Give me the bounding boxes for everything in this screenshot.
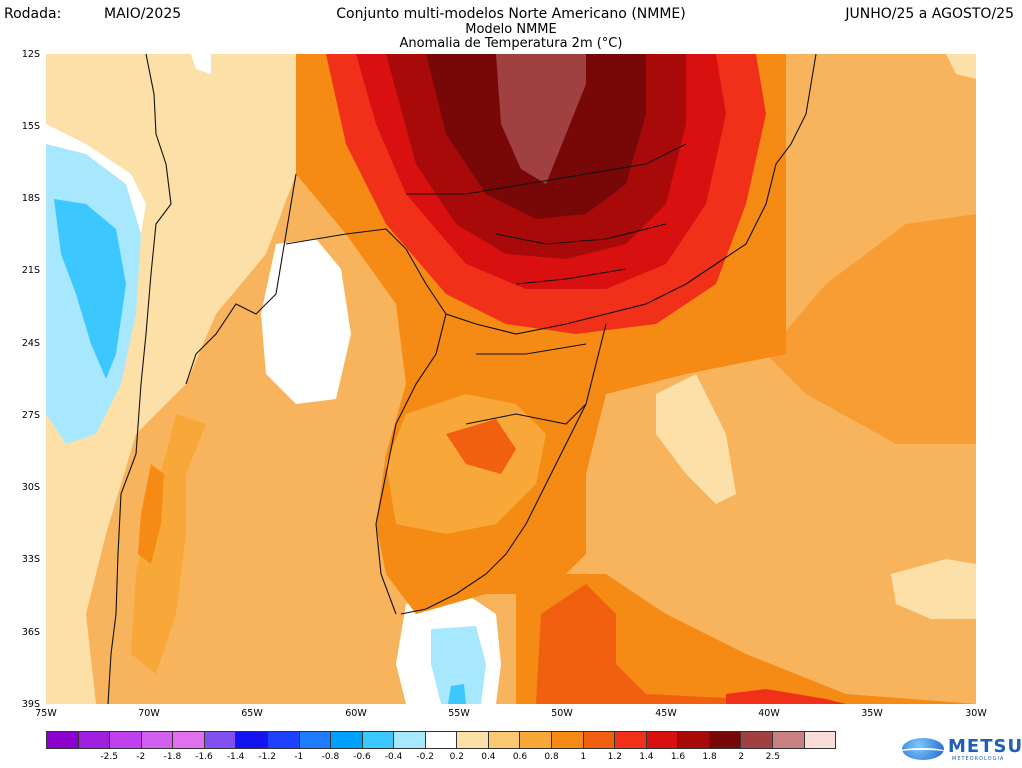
colorbar-tick-label: -1.6	[195, 752, 213, 762]
colorbar-tick-label: -0.6	[353, 752, 371, 762]
metsul-logo: METSUL METEOROLOGIA	[898, 734, 1022, 764]
colorbar-tick-label: 2.5	[765, 752, 780, 762]
colorbar-tick-label: 1.8	[702, 752, 717, 762]
colorbar-segment	[709, 732, 742, 748]
colorbar-tick-label: 1.2	[607, 752, 622, 762]
lat-label: 21S	[21, 265, 40, 276]
colorbar-segment	[520, 732, 552, 748]
logo-name: METSUL	[948, 736, 1022, 757]
lon-label: 70W	[138, 708, 160, 719]
colorbar-segment	[267, 732, 300, 748]
colorbar-tick-label: 2	[738, 752, 745, 762]
colorbar-segment	[173, 732, 205, 748]
anomaly-map	[46, 54, 976, 704]
forecast-period: JUNHO/25 a AGOSTO/25	[845, 6, 1014, 22]
run-value: MAIO/2025	[104, 6, 182, 22]
colorbar-tick-label: -1	[294, 752, 304, 762]
lat-label: 27S	[21, 410, 40, 421]
colorbar-segment	[110, 732, 142, 748]
colorbar-segment	[47, 732, 79, 748]
lat-label: 39S	[21, 699, 40, 710]
lon-label: 55W	[448, 708, 470, 719]
lat-label: 33S	[21, 554, 40, 565]
colorbar-segment	[78, 732, 111, 748]
colorbar-tick-label: -2.5	[100, 752, 118, 762]
colorbar-tick-label: -0.8	[321, 752, 340, 762]
colorbar-tick-label: -1.4	[226, 752, 245, 762]
colorbar-segment	[141, 732, 174, 748]
colorbar-segment	[299, 732, 332, 748]
lat-label: 18S	[21, 193, 40, 204]
lat-label: 30S	[21, 482, 40, 493]
colorbar-tick-label: 0.8	[544, 752, 559, 762]
colorbar-segment	[615, 732, 647, 748]
map-title: Conjunto multi-modelos Norte Americano (…	[336, 6, 686, 22]
run-label: Rodada:	[4, 6, 62, 22]
lat-label: 24S	[21, 338, 40, 349]
model-name: Modelo NMME	[465, 22, 557, 37]
colorbar-segment	[646, 732, 679, 748]
lat-label: 12S	[21, 49, 40, 60]
colorbar-segment	[362, 732, 395, 748]
colorbar-segment	[457, 732, 489, 748]
lon-label: 40W	[758, 708, 780, 719]
colorbar-tick-label: -0.2	[416, 752, 434, 762]
colorbar-tick-label: 0.4	[481, 752, 496, 762]
lon-label: 75W	[35, 708, 57, 719]
variable-name: Anomalia de Temperatura 2m (°C)	[399, 36, 623, 51]
lon-label: 60W	[345, 708, 367, 719]
colorbar-segment	[804, 732, 836, 748]
lon-label: 50W	[551, 708, 573, 719]
logo-tagline: METEOROLOGIA	[952, 756, 1005, 762]
colorbar-tick-label: 1.4	[639, 752, 654, 762]
swoosh-icon	[898, 748, 946, 756]
colorbar-segment	[488, 732, 521, 748]
colorbar-segment	[331, 732, 363, 748]
colorbar-segment	[678, 732, 710, 748]
colorbar-segment	[772, 732, 805, 748]
colorbar	[46, 731, 836, 749]
colorbar-tick-label: 1.6	[670, 752, 686, 762]
lon-label: 45W	[655, 708, 677, 719]
colorbar-tick-label: -1.2	[258, 752, 276, 762]
colorbar-segment	[583, 732, 616, 748]
lon-label: 35W	[861, 708, 883, 719]
colorbar-segment	[741, 732, 773, 748]
lat-label: 36S	[21, 627, 40, 638]
colorbar-segment	[394, 732, 426, 748]
anomaly-contours	[46, 54, 976, 704]
colorbar-tick-label: 1	[580, 752, 587, 762]
lon-label: 30W	[965, 708, 987, 719]
colorbar-tick-label: 0.2	[449, 752, 464, 762]
lon-label: 65W	[241, 708, 263, 719]
colorbar-tick-label: -2	[136, 752, 146, 762]
colorbar-segment	[425, 732, 458, 748]
colorbar-tick-label: -1.8	[163, 752, 182, 762]
colorbar-tick-label: 0.6	[512, 752, 528, 762]
colorbar-segment	[236, 732, 268, 748]
colorbar-tick-label: -0.4	[384, 752, 403, 762]
lat-label: 15S	[21, 121, 40, 132]
colorbar-segment	[204, 732, 237, 748]
colorbar-segment	[552, 732, 584, 748]
